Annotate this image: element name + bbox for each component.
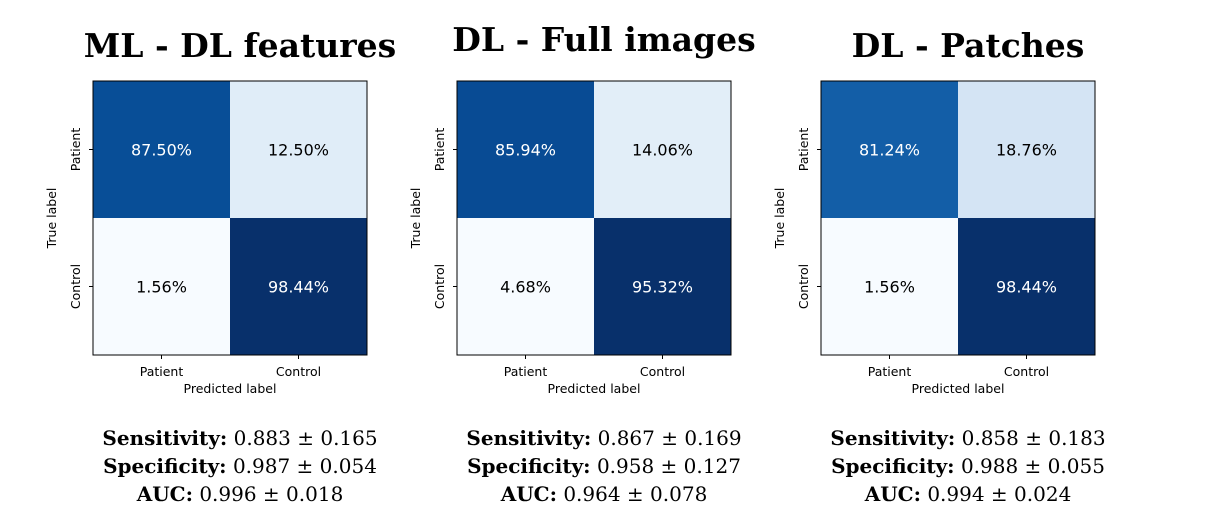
matrix-cell [958, 218, 1095, 355]
y-tick-label: Patient [432, 128, 447, 172]
x-tick-label: Patient [868, 364, 912, 379]
plot-frame [456, 80, 732, 356]
panel-dl-full-images: DL - Full images 85.94% 14.06% 4.68% 95.32%… [404, 0, 804, 529]
chart-title: DL - Patches [851, 26, 1085, 65]
y-tick-label: Control [68, 264, 83, 309]
cell-value-label: 1.56% [136, 278, 187, 297]
cell-value-label: 81.24% [859, 141, 920, 160]
cell-value-label: 95.32% [632, 278, 693, 297]
cell-value-label: 98.44% [996, 278, 1057, 297]
metric-label: Sensitivity: [466, 426, 592, 450]
metric-label: Specificity: [831, 454, 955, 478]
metric-label: AUC: [864, 482, 921, 506]
metric-label: Sensitivity: [102, 426, 228, 450]
metric-label: AUC: [500, 482, 557, 506]
cell-value-label: 85.94% [495, 141, 556, 160]
plot-frame [820, 80, 1096, 356]
matrix-cell [821, 218, 958, 355]
cell-value-label: 18.76% [996, 141, 1057, 160]
x-axis-label: Predicted label [548, 381, 641, 396]
matrix-cell [821, 81, 958, 218]
metrics-block: Sensitivity: 0.883 ± 0.165 Specificity: … [40, 424, 440, 508]
metric-value: 0.883 ± 0.165 [233, 426, 378, 450]
metric-value: 0.987 ± 0.054 [232, 454, 377, 478]
panel-ml-dl-features: ML - DL features 87.50% 12.50% 1.56% 98.44%… [40, 0, 440, 529]
metrics-block: Sensitivity: 0.858 ± 0.183 Specificity: … [768, 424, 1168, 508]
y-tick-label: Control [796, 264, 811, 309]
x-tick-label: Control [640, 364, 685, 379]
panel-dl-patches: DL - Patches 81.24% 18.76% 1.56% 98.44% Pati… [768, 0, 1168, 529]
matrix-cell [594, 218, 731, 355]
x-tick-label: Patient [140, 364, 184, 379]
y-tick-label: Patient [796, 128, 811, 172]
matrix-cell [457, 218, 594, 355]
confusion-matrix: 85.94% 14.06% 4.68% 95.32% Patient Control Pat… [408, 80, 732, 396]
confusion-matrix: 81.24% 18.76% 1.56% 98.44% Patient Control Pat… [772, 80, 1096, 396]
matrix-cell [93, 81, 230, 218]
chart-title: ML - DL features [83, 26, 397, 65]
cell-value-label: 87.50% [131, 141, 192, 160]
metrics-block: Sensitivity: 0.867 ± 0.169 Specificity: … [404, 424, 804, 508]
y-tick-label: Control [432, 264, 447, 309]
cell-value-label: 12.50% [268, 141, 329, 160]
y-axis-label: True label [772, 188, 787, 250]
metric-value: 0.958 ± 0.127 [596, 454, 741, 478]
matrix-cell [594, 81, 731, 218]
x-axis-label: Predicted label [184, 381, 277, 396]
x-tick-label: Patient [504, 364, 548, 379]
metric-value: 0.994 ± 0.024 [927, 482, 1072, 506]
matrix-cell [230, 218, 367, 355]
cell-value-label: 4.68% [500, 278, 551, 297]
metric-value: 0.988 ± 0.055 [960, 454, 1105, 478]
y-axis-label: True label [408, 188, 423, 250]
y-tick-label: Patient [68, 128, 83, 172]
x-axis-label: Predicted label [912, 381, 1005, 396]
y-axis-label: True label [44, 188, 59, 250]
metric-label: Specificity: [103, 454, 227, 478]
plot-frame [92, 80, 368, 356]
metric-value: 0.964 ± 0.078 [563, 482, 708, 506]
x-tick-label: Control [1004, 364, 1049, 379]
cell-value-label: 98.44% [268, 278, 329, 297]
matrix-cell [958, 81, 1095, 218]
chart-title: DL - Full images [452, 20, 756, 59]
metric-value: 0.867 ± 0.169 [597, 426, 742, 450]
cell-value-label: 14.06% [632, 141, 693, 160]
matrix-cell [457, 81, 594, 218]
metric-value: 0.996 ± 0.018 [199, 482, 344, 506]
x-tick-label: Control [276, 364, 321, 379]
matrix-cell [93, 218, 230, 355]
confusion-matrix: 87.50% 12.50% 1.56% 98.44% Patient Control Pat… [44, 80, 368, 396]
metric-value: 0.858 ± 0.183 [961, 426, 1106, 450]
matrix-cell [230, 81, 367, 218]
metric-label: Specificity: [467, 454, 591, 478]
cell-value-label: 1.56% [864, 278, 915, 297]
metric-label: Sensitivity: [830, 426, 956, 450]
metric-label: AUC: [136, 482, 193, 506]
